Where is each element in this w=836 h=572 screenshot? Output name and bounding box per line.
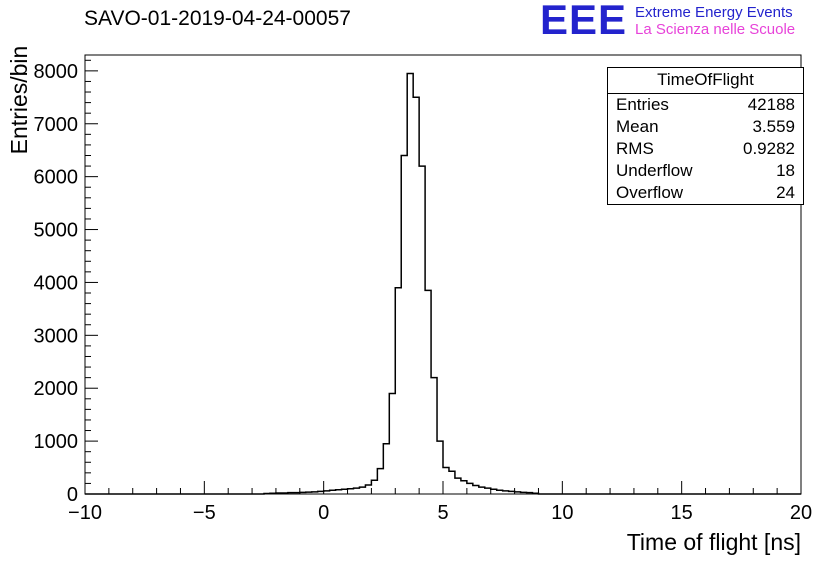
x-tick-label: 0 — [318, 502, 329, 524]
x-tick-label: 10 — [551, 502, 573, 524]
eee-logo-line1: Extreme Energy Events — [635, 4, 793, 21]
y-tick-label: 4000 — [34, 272, 79, 294]
stats-value: 18 — [776, 161, 795, 180]
stats-row-underflow: Underflow 18 — [608, 160, 803, 182]
y-tick-label: 6000 — [34, 167, 79, 189]
stats-label: RMS — [616, 139, 654, 158]
x-tick-label: −10 — [68, 502, 102, 524]
x-tick-label: −5 — [193, 502, 216, 524]
x-tick-label: 5 — [437, 502, 448, 524]
stats-label: Underflow — [616, 161, 693, 180]
stats-label: Entries — [616, 95, 669, 114]
stats-row-rms: RMS 0.9282 — [608, 138, 803, 160]
stats-box: TimeOfFlight Entries 42188 Mean 3.559 RM… — [607, 67, 804, 205]
y-tick-label: 2000 — [34, 378, 79, 400]
y-tick-label: 7000 — [34, 114, 79, 136]
y-tick-label: 8000 — [34, 61, 79, 83]
plot-title: SAVO-01-2019-04-24-00057 — [84, 7, 351, 30]
eee-logo: EEE Extreme Energy Events La Scienza nel… — [540, 0, 795, 43]
stats-value: 3.559 — [752, 117, 795, 136]
y-tick-label: 0 — [67, 484, 78, 506]
stats-row-overflow: Overflow 24 — [608, 182, 803, 204]
y-tick-label: 3000 — [34, 325, 79, 347]
stats-value: 0.9282 — [743, 139, 795, 158]
stats-row-entries: Entries 42188 — [608, 94, 803, 116]
y-tick-label: 1000 — [34, 431, 79, 453]
stats-label: Overflow — [616, 183, 684, 202]
y-tick-label: 5000 — [34, 220, 79, 242]
stats-row-mean: Mean 3.559 — [608, 116, 803, 138]
stats-box-title: TimeOfFlight — [608, 68, 803, 94]
eee-logo-line2: La Scienza nelle Scuole — [635, 21, 796, 38]
x-tick-label: 15 — [671, 502, 693, 524]
stats-label: Mean — [616, 117, 659, 136]
x-tick-label: 20 — [790, 502, 812, 524]
eee-logo-acronym: EEE — [540, 0, 628, 43]
x-axis-title: Time of flight [ns] — [627, 529, 801, 555]
histogram-line — [85, 72, 801, 495]
y-axis-title: Entries/bin — [6, 46, 32, 155]
stats-value: 24 — [776, 183, 795, 202]
stats-value: 42188 — [747, 95, 795, 114]
eee-logo-text: Extreme Energy Events La Scienza nelle S… — [635, 0, 795, 38]
